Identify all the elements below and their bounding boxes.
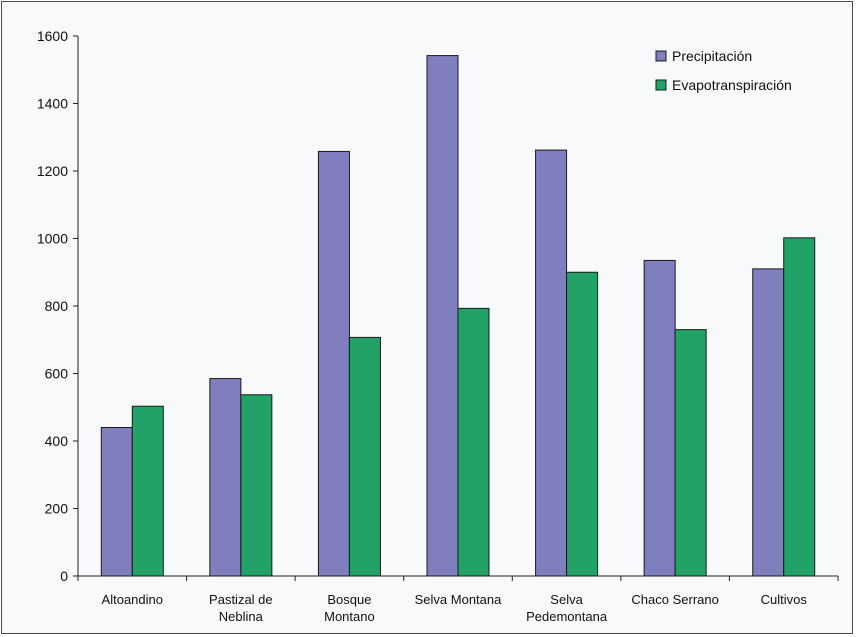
bars bbox=[100, 55, 816, 577]
bar-precipitacion bbox=[209, 378, 242, 577]
bar-evapotranspiracion bbox=[566, 271, 599, 577]
bar-evapotranspiracion bbox=[240, 394, 273, 577]
x-category-label: Cultivos bbox=[761, 592, 808, 607]
x-category-label: Bosque bbox=[327, 592, 371, 607]
bar-precipitacion bbox=[317, 150, 350, 577]
x-category-label: Selva bbox=[550, 592, 583, 607]
bar-precipitacion bbox=[643, 259, 676, 577]
y-tick-label: 1400 bbox=[37, 96, 68, 112]
legend-swatch bbox=[655, 50, 667, 62]
x-category-label: Neblina bbox=[219, 609, 264, 624]
y-tick-label: 1000 bbox=[37, 231, 68, 247]
x-category-label: Chaco Serrano bbox=[631, 592, 718, 607]
x-category-label: Pastizal de bbox=[209, 592, 273, 607]
bar-evapotranspiracion bbox=[348, 336, 381, 577]
bar-evapotranspiracion bbox=[131, 405, 164, 577]
bar-evapotranspiracion bbox=[674, 329, 707, 577]
x-category-label: Altoandino bbox=[102, 592, 163, 607]
bar-evapotranspiracion bbox=[783, 237, 816, 577]
bar-precipitacion bbox=[752, 268, 785, 577]
y-tick-label: 200 bbox=[45, 501, 69, 517]
legend-swatch bbox=[655, 79, 667, 91]
y-tick-label: 600 bbox=[45, 366, 69, 382]
legend: Precipitación Evapotranspiración bbox=[655, 48, 792, 93]
bar-precipitacion bbox=[426, 55, 459, 577]
bar-precipitacion bbox=[100, 427, 133, 577]
x-category-label: Pedemontana bbox=[526, 609, 608, 624]
x-category-label: Montano bbox=[324, 609, 375, 624]
y-tick-label: 0 bbox=[60, 568, 68, 584]
y-axis-ticks: 0 200 400 600 800 1000 1200 1400 1600 bbox=[37, 28, 78, 584]
y-tick-label: 1600 bbox=[37, 28, 68, 44]
y-tick-label: 1200 bbox=[37, 163, 68, 179]
y-tick-label: 400 bbox=[45, 433, 69, 449]
bar-evapotranspiracion bbox=[457, 307, 490, 577]
y-tick-label: 800 bbox=[45, 298, 69, 314]
legend-label: Precipitación bbox=[672, 48, 752, 64]
bar-precipitacion bbox=[535, 149, 568, 577]
x-category-label: Selva Montana bbox=[415, 592, 502, 607]
legend-label: Evapotranspiración bbox=[672, 77, 792, 93]
x-axis-labels: Altoandino Pastizal de Neblina Bosque Montan… bbox=[102, 592, 808, 624]
